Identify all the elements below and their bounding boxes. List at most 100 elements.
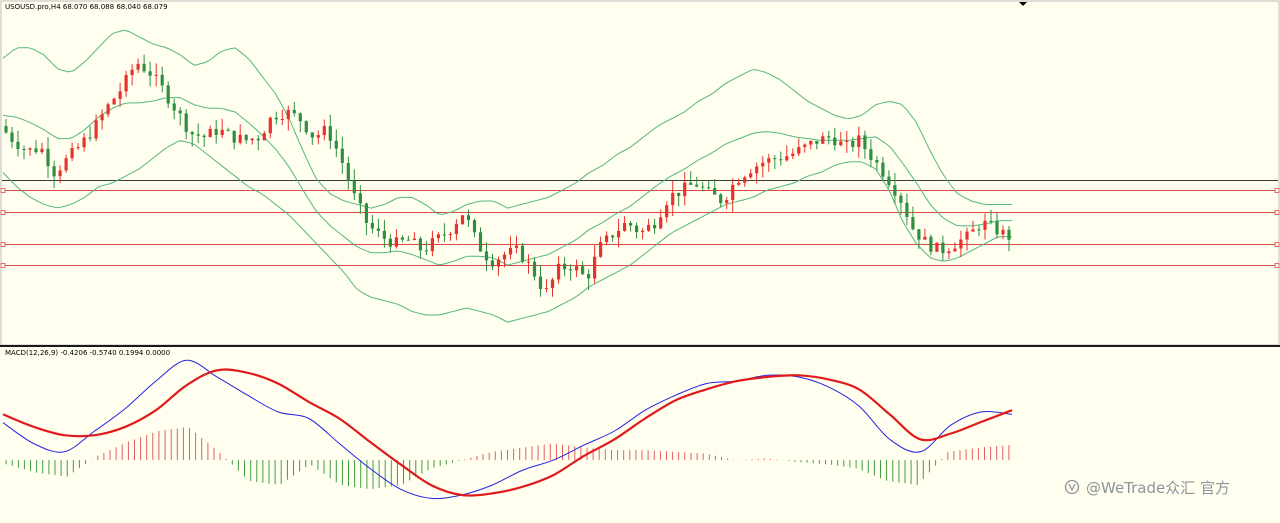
shift-marker-icon[interactable]	[1019, 2, 1027, 6]
candle[interactable]	[100, 109, 104, 130]
candle[interactable]	[761, 156, 765, 178]
candle[interactable]	[28, 147, 32, 156]
candle[interactable]	[875, 155, 879, 171]
candle[interactable]	[881, 157, 885, 182]
macd-panel[interactable]: MACD(12,26,9) -0.4206 -0.5740 0.1994 0.0…	[2, 349, 1013, 500]
candle[interactable]	[40, 142, 44, 155]
candle[interactable]	[569, 264, 573, 281]
candle[interactable]	[899, 192, 903, 215]
candle[interactable]	[599, 236, 603, 258]
candle[interactable]	[508, 236, 513, 260]
candle[interactable]	[683, 172, 687, 206]
candle[interactable]	[304, 120, 308, 135]
candle[interactable]	[514, 235, 519, 254]
candle[interactable]	[364, 202, 368, 236]
candle[interactable]	[88, 126, 92, 142]
candle[interactable]	[544, 279, 549, 293]
candle[interactable]	[749, 169, 753, 179]
candle[interactable]	[334, 129, 338, 158]
candle[interactable]	[989, 209, 993, 225]
candle[interactable]	[262, 131, 266, 141]
candle[interactable]	[725, 196, 729, 210]
level-handle-left[interactable]	[0, 210, 6, 215]
candle[interactable]	[863, 130, 867, 159]
candle[interactable]	[641, 228, 645, 240]
candle[interactable]	[238, 124, 242, 145]
candle[interactable]	[809, 140, 813, 150]
candle[interactable]	[196, 123, 200, 143]
candle[interactable]	[665, 201, 669, 223]
level-handle-right[interactable]	[1274, 210, 1280, 215]
candle[interactable]	[298, 112, 302, 133]
candle[interactable]	[701, 181, 705, 191]
candle[interactable]	[286, 105, 290, 131]
candle[interactable]	[232, 130, 236, 150]
candle[interactable]	[587, 269, 591, 290]
candle[interactable]	[653, 218, 657, 234]
candle[interactable]	[677, 192, 681, 207]
candle[interactable]	[172, 98, 176, 120]
level-handle-right[interactable]	[1274, 188, 1280, 193]
candle[interactable]	[767, 153, 771, 172]
candle[interactable]	[953, 242, 957, 252]
candle[interactable]	[707, 179, 711, 190]
candle[interactable]	[935, 242, 939, 252]
candle[interactable]	[16, 130, 20, 157]
candle[interactable]	[827, 130, 831, 145]
candle[interactable]	[478, 227, 483, 252]
candle[interactable]	[550, 277, 555, 297]
candle[interactable]	[520, 243, 525, 264]
candle[interactable]	[869, 139, 873, 168]
candle[interactable]	[190, 130, 194, 147]
candle[interactable]	[124, 70, 128, 97]
candle[interactable]	[52, 160, 56, 189]
candle[interactable]	[352, 169, 356, 201]
candle[interactable]	[923, 228, 927, 240]
level-handle-right[interactable]	[1274, 242, 1280, 247]
candle[interactable]	[76, 143, 80, 150]
candle[interactable]	[70, 142, 74, 162]
candle[interactable]	[929, 234, 933, 256]
candle[interactable]	[977, 225, 981, 237]
candle[interactable]	[839, 131, 843, 147]
candle[interactable]	[581, 261, 585, 276]
candle[interactable]	[893, 173, 897, 204]
candle[interactable]	[623, 216, 627, 232]
candle[interactable]	[118, 82, 122, 107]
candle[interactable]	[154, 63, 158, 87]
candle[interactable]	[689, 171, 693, 185]
candle[interactable]	[472, 218, 477, 238]
candle[interactable]	[136, 58, 140, 73]
candle[interactable]	[112, 97, 116, 105]
candle[interactable]	[833, 127, 837, 151]
candle[interactable]	[755, 162, 759, 184]
candle[interactable]	[532, 257, 537, 281]
level-handle-left[interactable]	[0, 188, 6, 193]
candle[interactable]	[310, 132, 314, 145]
candle[interactable]	[22, 145, 26, 160]
candle[interactable]	[184, 109, 188, 140]
candle[interactable]	[851, 137, 855, 152]
candle[interactable]	[244, 134, 248, 144]
candle[interactable]	[791, 148, 795, 159]
candle[interactable]	[773, 155, 777, 169]
candle[interactable]	[382, 219, 386, 248]
candle[interactable]	[358, 185, 362, 214]
candle[interactable]	[160, 66, 164, 93]
candle[interactable]	[106, 102, 110, 118]
candle[interactable]	[412, 232, 416, 241]
level-handle-left[interactable]	[0, 263, 6, 268]
candle[interactable]	[316, 130, 320, 145]
candle[interactable]	[484, 242, 489, 272]
candle[interactable]	[959, 230, 963, 258]
candle[interactable]	[821, 132, 825, 145]
candle[interactable]	[400, 235, 404, 243]
candle[interactable]	[617, 218, 621, 248]
candle[interactable]	[202, 134, 206, 147]
candle[interactable]	[593, 245, 597, 285]
candle[interactable]	[647, 218, 651, 232]
candle[interactable]	[274, 111, 278, 125]
price-panel[interactable]: USOUSD.pro,H4 68.070 68.088 68.040 68.07…	[0, 0, 1280, 346]
candle[interactable]	[557, 256, 561, 284]
